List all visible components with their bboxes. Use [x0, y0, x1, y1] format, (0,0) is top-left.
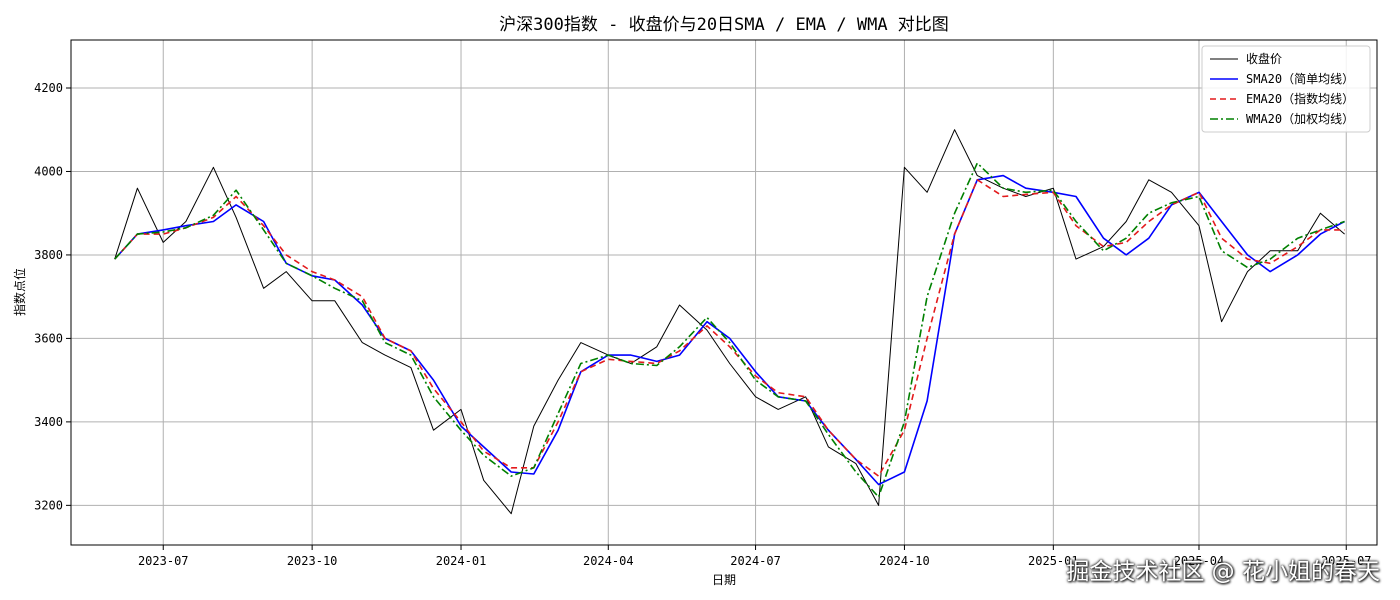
series-line-3 — [114, 162, 1345, 498]
legend-box — [1201, 45, 1371, 133]
x-tick-label: 2024-01 — [436, 554, 487, 568]
series-lines — [114, 129, 1345, 515]
x-axis-label: 日期 — [712, 573, 736, 587]
y-tick-label: 3400 — [34, 415, 63, 429]
y-tick-label: 3600 — [34, 331, 63, 345]
y-tick-label: 4200 — [34, 81, 63, 95]
y-axis-ticks: 3200 3400 3600 3800 4000 4200 — [34, 81, 71, 512]
legend: 收盘价 SMA20（简单均线） EMA20（指数均线） WMA20（加权均线） — [1201, 45, 1371, 133]
x-tick-label: 2024-04 — [583, 554, 634, 568]
x-axis-ticks: 2023-07 2023-10 2024-01 2024-04 2024-07 2024-… — [138, 545, 1372, 568]
chart-title: 沪深300指数 - 收盘价与20日SMA / EMA / WMA 对比图 — [499, 15, 949, 35]
x-tick-label: 2025-07 — [1321, 554, 1372, 568]
legend-label-2: EMA20（指数均线） — [1246, 91, 1354, 106]
y-tick-label: 3800 — [34, 248, 63, 262]
series-line-1 — [114, 174, 1345, 486]
grid — [71, 40, 1377, 545]
x-tick-label: 2025-04 — [1174, 554, 1225, 568]
y-tick-label: 4000 — [34, 164, 63, 178]
legend-label-0: 收盘价 — [1246, 51, 1282, 66]
x-tick-label: 2024-10 — [879, 554, 930, 568]
x-tick-label: 2023-10 — [287, 554, 338, 568]
series-line-0 — [114, 129, 1345, 515]
y-tick-label: 3200 — [34, 498, 63, 512]
legend-label-3: WMA20（加权均线） — [1246, 112, 1354, 126]
x-tick-label: 2023-07 — [138, 554, 189, 568]
x-tick-label: 2024-07 — [730, 554, 781, 568]
watermark: 掘金技术社区 @ 花小姐的春天 — [1066, 559, 1380, 585]
legend-label-1: SMA20（简单均线） — [1246, 72, 1354, 86]
plot-frame — [70, 39, 1378, 546]
x-tick-label: 2025-01 — [1028, 554, 1079, 568]
y-axis-label: 指数点位 — [12, 268, 27, 316]
series-line-2 — [114, 179, 1345, 477]
